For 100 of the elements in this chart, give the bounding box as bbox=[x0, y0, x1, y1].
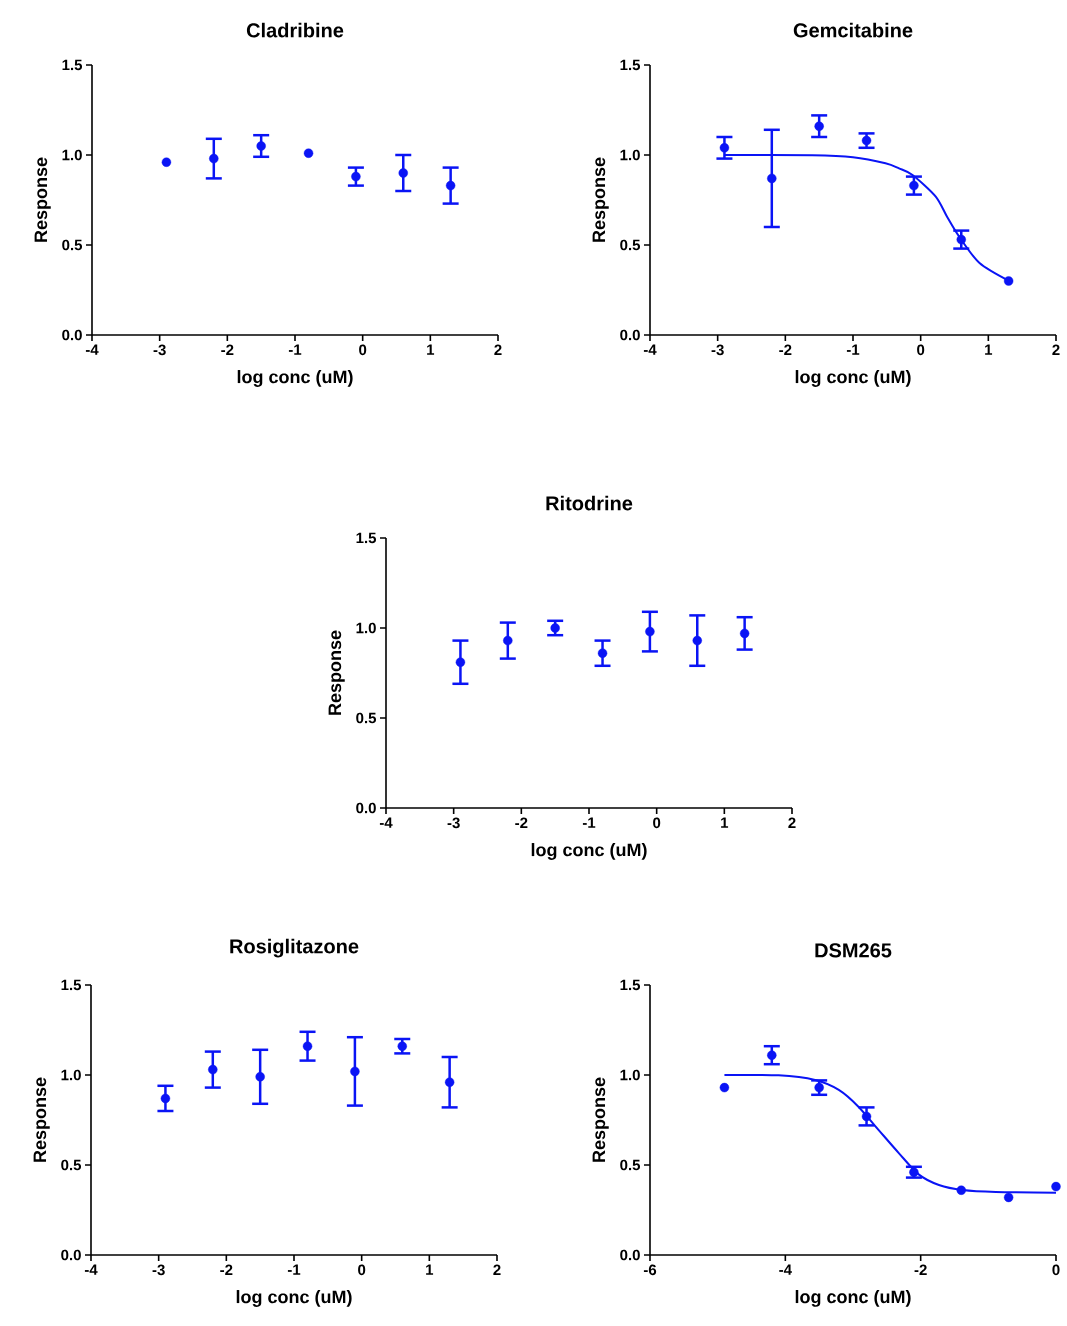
y-tick-label: 0.5 bbox=[620, 1159, 641, 1171]
point bbox=[350, 1066, 360, 1077]
point bbox=[160, 1093, 171, 1104]
x-axis-title: log conc (uM) bbox=[795, 370, 911, 387]
x-tick-label: -4 bbox=[643, 344, 657, 355]
point bbox=[767, 1050, 777, 1060]
x-tick-label: -2 bbox=[914, 1264, 927, 1275]
point bbox=[397, 1041, 407, 1051]
x-tick-label: 2 bbox=[788, 817, 796, 828]
point bbox=[909, 1167, 919, 1177]
y-tick-label: 1.5 bbox=[61, 979, 82, 991]
y-tick-label: 0.5 bbox=[620, 239, 641, 251]
y-tick-label: 1.5 bbox=[356, 532, 377, 544]
x-tick-label: -3 bbox=[711, 344, 724, 356]
x-tick-label: -6 bbox=[643, 1264, 657, 1276]
point bbox=[814, 121, 824, 131]
x-tick-label: -3 bbox=[447, 817, 460, 829]
point bbox=[351, 171, 361, 182]
chart-title: Ritodrine bbox=[546, 495, 633, 511]
y-tick-label: 0.5 bbox=[356, 712, 377, 724]
x-tick-label: 1 bbox=[985, 344, 993, 355]
x-tick-label: 0 bbox=[917, 344, 925, 356]
point bbox=[398, 168, 408, 178]
point bbox=[503, 635, 513, 646]
x-tick-label: -4 bbox=[84, 1264, 98, 1275]
y-tick-label: 0.0 bbox=[61, 1249, 81, 1261]
point bbox=[645, 626, 655, 637]
x-tick-label: -4 bbox=[85, 344, 99, 355]
x-axis-title: log conc (uM) bbox=[236, 1290, 352, 1307]
x-tick-label: -4 bbox=[779, 1264, 792, 1275]
point bbox=[739, 628, 750, 639]
x-tick-label: 0 bbox=[359, 344, 367, 356]
point bbox=[861, 1111, 872, 1122]
chart-title: Gemcitabine bbox=[793, 22, 913, 38]
point bbox=[692, 635, 702, 646]
y-tick-label: 0.5 bbox=[61, 1159, 82, 1171]
x-tick-label: -2 bbox=[515, 817, 528, 828]
x-tick-label: 2 bbox=[493, 1264, 501, 1275]
x-tick-label: -2 bbox=[221, 344, 234, 355]
y-tick-label: 1.0 bbox=[61, 1069, 81, 1081]
y-tick-label: 1.5 bbox=[62, 59, 83, 71]
x-axis-title: log conc (uM) bbox=[795, 1290, 911, 1307]
x-tick-label: -4 bbox=[379, 817, 393, 828]
x-tick-label: -2 bbox=[220, 1264, 233, 1275]
point bbox=[444, 1077, 455, 1087]
y-axis-title: Response bbox=[592, 1077, 609, 1162]
y-axis-title: Response bbox=[34, 157, 51, 242]
point bbox=[597, 648, 608, 658]
point bbox=[719, 143, 730, 153]
y-axis-title: Response bbox=[592, 157, 609, 242]
point bbox=[1003, 276, 1014, 286]
y-tick-label: 0.0 bbox=[620, 1249, 640, 1261]
point bbox=[208, 1064, 218, 1075]
point bbox=[303, 148, 314, 158]
point bbox=[209, 153, 219, 164]
point bbox=[445, 180, 456, 191]
point bbox=[302, 1041, 313, 1051]
point bbox=[550, 623, 560, 633]
y-axis-title: Response bbox=[328, 630, 345, 715]
point bbox=[956, 234, 966, 245]
x-tick-label: 2 bbox=[1052, 344, 1060, 355]
point bbox=[161, 157, 172, 167]
chart-title: Rosiglitazone bbox=[230, 938, 359, 958]
y-tick-label: 1.5 bbox=[620, 59, 641, 71]
y-tick-label: 1.5 bbox=[620, 979, 641, 991]
x-tick-label: 2 bbox=[494, 344, 502, 355]
y-axis-title: Response bbox=[33, 1077, 50, 1162]
x-tick-label: 1 bbox=[426, 1264, 434, 1275]
y-tick-label: 1.0 bbox=[620, 149, 640, 161]
x-tick-label: -2 bbox=[779, 344, 792, 355]
y-tick-label: 1.0 bbox=[356, 622, 376, 634]
point bbox=[909, 180, 919, 191]
y-tick-label: 1.0 bbox=[620, 1069, 640, 1081]
point bbox=[767, 173, 777, 184]
point bbox=[956, 1185, 966, 1195]
x-tick-label: -3 bbox=[152, 1264, 165, 1276]
y-tick-label: 1.0 bbox=[62, 149, 82, 161]
y-tick-label: 0.0 bbox=[62, 329, 82, 341]
y-tick-label: 0.0 bbox=[356, 802, 376, 814]
x-tick-label: -1 bbox=[288, 344, 302, 355]
x-tick-label: -1 bbox=[846, 344, 860, 355]
point bbox=[719, 1082, 730, 1093]
point bbox=[255, 1072, 265, 1082]
point bbox=[814, 1082, 824, 1093]
y-tick-label: 0.5 bbox=[62, 239, 83, 251]
x-axis-title: log conc (uM) bbox=[237, 370, 353, 387]
x-tick-label: 0 bbox=[653, 817, 661, 829]
x-tick-label: 1 bbox=[427, 344, 435, 355]
chart-title: Cladribine bbox=[246, 22, 344, 38]
x-tick-label: -1 bbox=[287, 1264, 301, 1275]
point bbox=[861, 135, 872, 146]
x-tick-label: -1 bbox=[582, 817, 596, 828]
x-tick-label: 0 bbox=[1052, 1264, 1060, 1276]
point bbox=[1051, 1181, 1061, 1192]
x-axis-title: log conc (uM) bbox=[531, 843, 647, 860]
chart-title: DSM265 bbox=[815, 943, 892, 958]
x-tick-label: 1 bbox=[721, 817, 729, 828]
x-tick-label: -3 bbox=[153, 344, 166, 356]
y-tick-label: 0.0 bbox=[620, 329, 640, 341]
point bbox=[455, 657, 466, 667]
